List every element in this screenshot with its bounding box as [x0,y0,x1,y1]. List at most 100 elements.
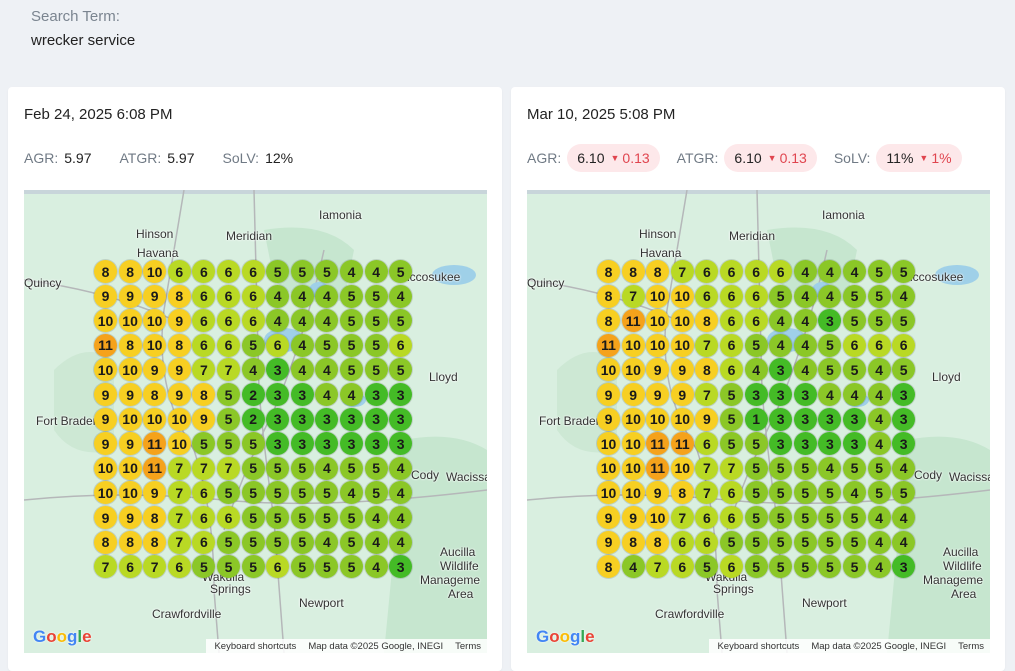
rank-pin[interactable]: 4 [867,358,891,382]
rank-pin[interactable]: 5 [793,555,817,579]
rank-pin[interactable]: 5 [843,456,866,480]
rank-pin[interactable]: 10 [94,309,117,333]
rank-pin[interactable]: 8 [167,284,191,308]
rank-pin[interactable]: 9 [646,358,670,382]
rank-pin[interactable]: 10 [143,260,167,283]
rank-pin[interactable]: 9 [118,383,142,406]
keyboard-shortcuts-link[interactable]: Keyboard shortcuts [717,640,800,652]
rank-pin[interactable]: 8 [646,260,670,283]
rank-pin[interactable]: 6 [720,555,743,579]
rank-pin[interactable]: 8 [143,506,167,529]
rank-pin[interactable]: 5 [266,456,290,480]
rank-pin[interactable]: 6 [744,260,768,283]
rank-pin[interactable]: 10 [646,284,670,308]
rank-pin[interactable]: 4 [290,358,314,382]
rank-pin[interactable]: 3 [389,407,413,431]
rank-pin[interactable]: 7 [695,383,719,406]
rank-pin[interactable]: 7 [217,358,240,382]
rank-pin[interactable]: 9 [167,358,191,382]
rank-pin[interactable]: 10 [621,432,645,456]
rank-pin[interactable]: 5 [364,456,388,480]
rank-pin[interactable]: 3 [364,383,388,406]
rank-pin[interactable]: 10 [597,432,620,456]
rank-pin[interactable]: 10 [646,333,670,357]
rank-pin[interactable]: 6 [266,555,290,579]
rank-pin[interactable]: 5 [818,530,842,554]
rank-pin[interactable]: 6 [720,506,743,529]
rank-pin[interactable]: 8 [695,309,719,333]
rank-pin[interactable]: 9 [646,481,670,505]
rank-pin[interactable]: 5 [744,333,768,357]
rank-pin[interactable]: 6 [217,260,240,283]
rank-pin[interactable]: 4 [290,309,314,333]
keyboard-shortcuts-link[interactable]: Keyboard shortcuts [214,640,297,652]
rank-pin[interactable]: 3 [266,407,290,431]
rank-pin[interactable]: 5 [364,481,388,505]
rank-pin[interactable]: 6 [695,284,719,308]
rank-pin[interactable]: 8 [695,358,719,382]
rank-pin[interactable]: 6 [720,333,743,357]
rank-pin[interactable]: 5 [892,309,916,333]
rank-pin[interactable]: 3 [769,407,793,431]
rank-pin[interactable]: 4 [315,530,339,554]
rank-pin[interactable]: 6 [720,284,743,308]
rank-pin[interactable]: 4 [843,383,866,406]
rank-pin[interactable]: 9 [597,407,620,431]
rank-pin[interactable]: 5 [364,309,388,333]
rank-pin[interactable]: 5 [720,383,743,406]
rank-pin[interactable]: 3 [818,407,842,431]
rank-pin[interactable]: 6 [670,555,694,579]
rank-pin[interactable]: 11 [670,432,694,456]
rank-pin[interactable]: 9 [94,432,117,456]
rank-pin[interactable]: 7 [621,284,645,308]
rank-pin[interactable]: 6 [744,284,768,308]
rank-pin[interactable]: 9 [118,284,142,308]
rank-pin[interactable]: 5 [843,506,866,529]
rank-pin[interactable]: 9 [192,407,216,431]
rank-pin[interactable]: 10 [621,481,645,505]
rank-pin[interactable]: 10 [167,432,191,456]
rank-pin[interactable]: 6 [217,309,240,333]
rank-pin[interactable]: 10 [670,407,694,431]
rank-pin[interactable]: 6 [695,506,719,529]
rank-pin[interactable]: 4 [389,506,413,529]
rank-pin[interactable]: 3 [389,555,413,579]
rank-pin[interactable]: 10 [167,407,191,431]
rank-pin[interactable]: 3 [340,432,363,456]
rank-pin[interactable]: 5 [192,555,216,579]
rank-pin[interactable]: 3 [892,383,916,406]
rank-pin[interactable]: 5 [290,530,314,554]
rank-pin[interactable]: 6 [695,260,719,283]
rank-pin[interactable]: 3 [389,383,413,406]
rank-pin[interactable]: 5 [843,309,866,333]
rank-pin[interactable]: 4 [867,407,891,431]
rank-pin[interactable]: 2 [241,407,265,431]
rank-pin[interactable]: 4 [389,284,413,308]
rank-pin[interactable]: 3 [364,432,388,456]
rank-pin[interactable]: 11 [597,333,620,357]
rank-pin[interactable]: 3 [266,358,290,382]
rank-pin[interactable]: 9 [118,506,142,529]
rank-pin[interactable]: 8 [621,530,645,554]
rank-pin[interactable]: 7 [695,481,719,505]
rank-pin[interactable]: 5 [340,530,363,554]
rank-pin[interactable]: 5 [340,506,363,529]
rank-pin[interactable]: 4 [290,333,314,357]
rank-pin[interactable]: 5 [818,555,842,579]
rank-pin[interactable]: 4 [364,555,388,579]
rank-pin[interactable]: 3 [266,383,290,406]
rank-pin[interactable]: 5 [892,481,916,505]
rank-pin[interactable]: 5 [364,358,388,382]
rank-pin[interactable]: 5 [217,481,240,505]
rank-pin[interactable]: 6 [217,506,240,529]
rank-pin[interactable]: 5 [315,333,339,357]
rank-pin[interactable]: 4 [818,383,842,406]
rank-pin[interactable]: 5 [290,481,314,505]
rank-pin[interactable]: 7 [192,456,216,480]
rank-pin[interactable]: 5 [290,260,314,283]
rank-pin[interactable]: 8 [597,260,620,283]
rank-pin[interactable]: 4 [389,456,413,480]
rank-pin[interactable]: 5 [315,506,339,529]
rank-pin[interactable]: 5 [744,555,768,579]
rank-pin[interactable]: 6 [192,530,216,554]
